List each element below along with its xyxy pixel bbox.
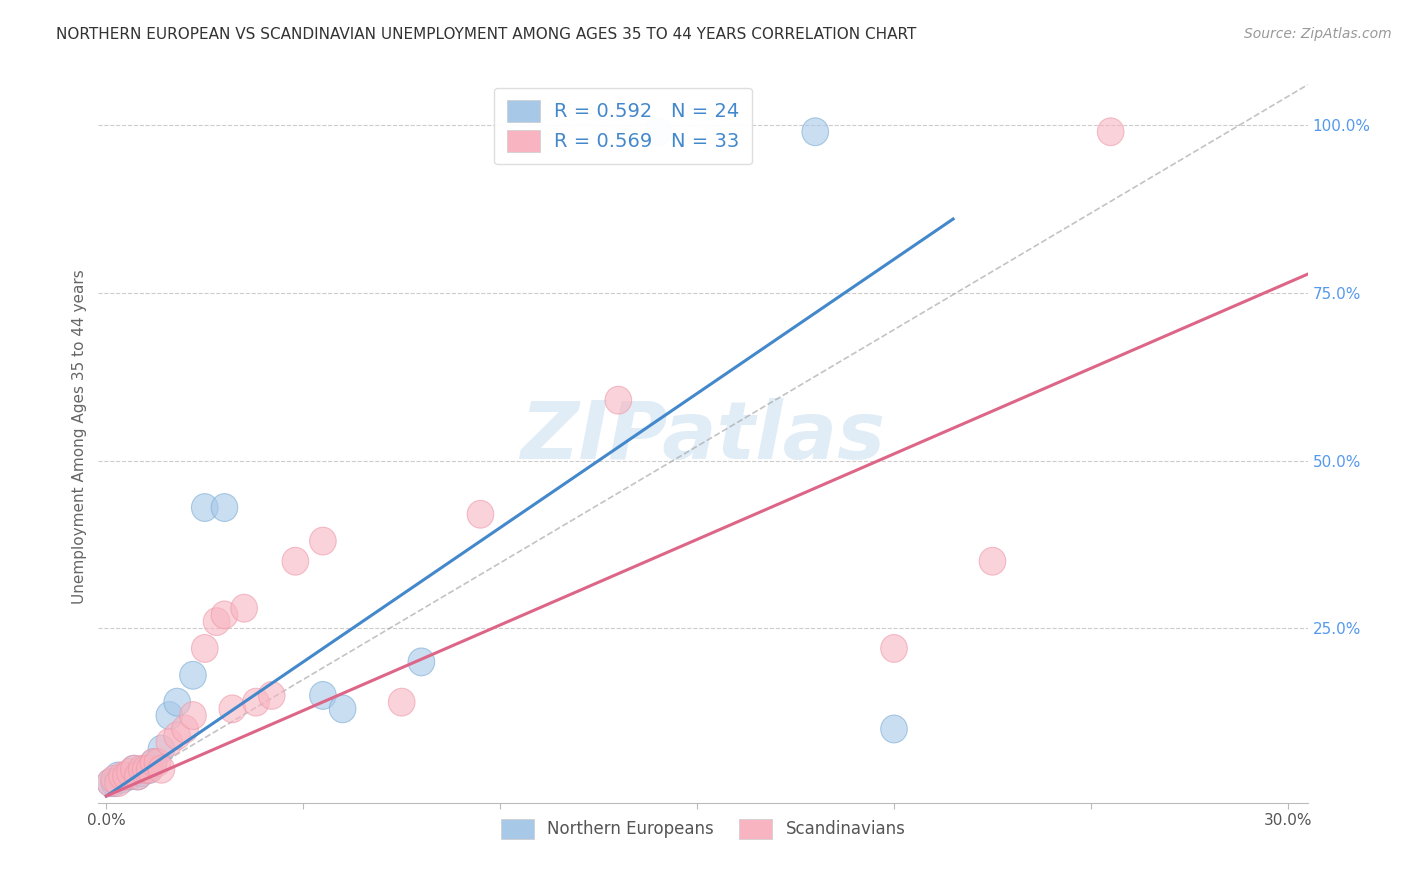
- Ellipse shape: [108, 762, 135, 789]
- Legend: Northern Europeans, Scandinavians: Northern Europeans, Scandinavians: [494, 812, 912, 846]
- Ellipse shape: [329, 695, 356, 723]
- Ellipse shape: [309, 527, 336, 555]
- Ellipse shape: [132, 756, 159, 783]
- Text: NORTHERN EUROPEAN VS SCANDINAVIAN UNEMPLOYMENT AMONG AGES 35 TO 44 YEARS CORRELA: NORTHERN EUROPEAN VS SCANDINAVIAN UNEMPL…: [56, 27, 917, 42]
- Ellipse shape: [309, 681, 336, 709]
- Ellipse shape: [101, 769, 128, 797]
- Ellipse shape: [132, 756, 159, 783]
- Ellipse shape: [408, 648, 434, 676]
- Ellipse shape: [880, 715, 907, 743]
- Ellipse shape: [125, 762, 150, 789]
- Ellipse shape: [211, 601, 238, 629]
- Ellipse shape: [283, 548, 309, 575]
- Ellipse shape: [112, 762, 139, 789]
- Ellipse shape: [165, 689, 190, 716]
- Ellipse shape: [243, 689, 270, 716]
- Ellipse shape: [97, 769, 124, 797]
- Ellipse shape: [180, 702, 207, 730]
- Ellipse shape: [112, 762, 139, 789]
- Ellipse shape: [191, 493, 218, 522]
- Ellipse shape: [108, 765, 135, 793]
- Ellipse shape: [101, 765, 128, 793]
- Ellipse shape: [467, 500, 494, 528]
- Ellipse shape: [105, 762, 131, 789]
- Ellipse shape: [211, 493, 238, 522]
- Y-axis label: Unemployment Among Ages 35 to 44 years: Unemployment Among Ages 35 to 44 years: [72, 269, 87, 605]
- Ellipse shape: [880, 634, 907, 663]
- Ellipse shape: [801, 118, 828, 145]
- Ellipse shape: [259, 681, 285, 709]
- Ellipse shape: [219, 695, 246, 723]
- Ellipse shape: [979, 548, 1005, 575]
- Ellipse shape: [204, 607, 229, 635]
- Ellipse shape: [165, 722, 190, 749]
- Ellipse shape: [180, 661, 207, 690]
- Ellipse shape: [191, 634, 218, 663]
- Ellipse shape: [128, 756, 155, 783]
- Ellipse shape: [117, 759, 143, 787]
- Ellipse shape: [125, 762, 150, 789]
- Ellipse shape: [148, 756, 174, 783]
- Ellipse shape: [136, 756, 163, 783]
- Text: Source: ZipAtlas.com: Source: ZipAtlas.com: [1244, 27, 1392, 41]
- Ellipse shape: [605, 386, 631, 414]
- Ellipse shape: [156, 729, 183, 756]
- Ellipse shape: [136, 756, 163, 783]
- Ellipse shape: [121, 756, 148, 783]
- Ellipse shape: [141, 748, 167, 776]
- Ellipse shape: [121, 756, 148, 783]
- Ellipse shape: [145, 748, 170, 776]
- Ellipse shape: [231, 594, 257, 622]
- Ellipse shape: [141, 748, 167, 776]
- Ellipse shape: [644, 118, 671, 145]
- Ellipse shape: [117, 762, 143, 789]
- Ellipse shape: [128, 759, 155, 787]
- Ellipse shape: [1097, 118, 1123, 145]
- Ellipse shape: [156, 702, 183, 730]
- Ellipse shape: [97, 769, 124, 797]
- Ellipse shape: [148, 735, 174, 763]
- Text: ZIPatlas: ZIPatlas: [520, 398, 886, 476]
- Ellipse shape: [172, 715, 198, 743]
- Ellipse shape: [388, 689, 415, 716]
- Ellipse shape: [105, 769, 131, 797]
